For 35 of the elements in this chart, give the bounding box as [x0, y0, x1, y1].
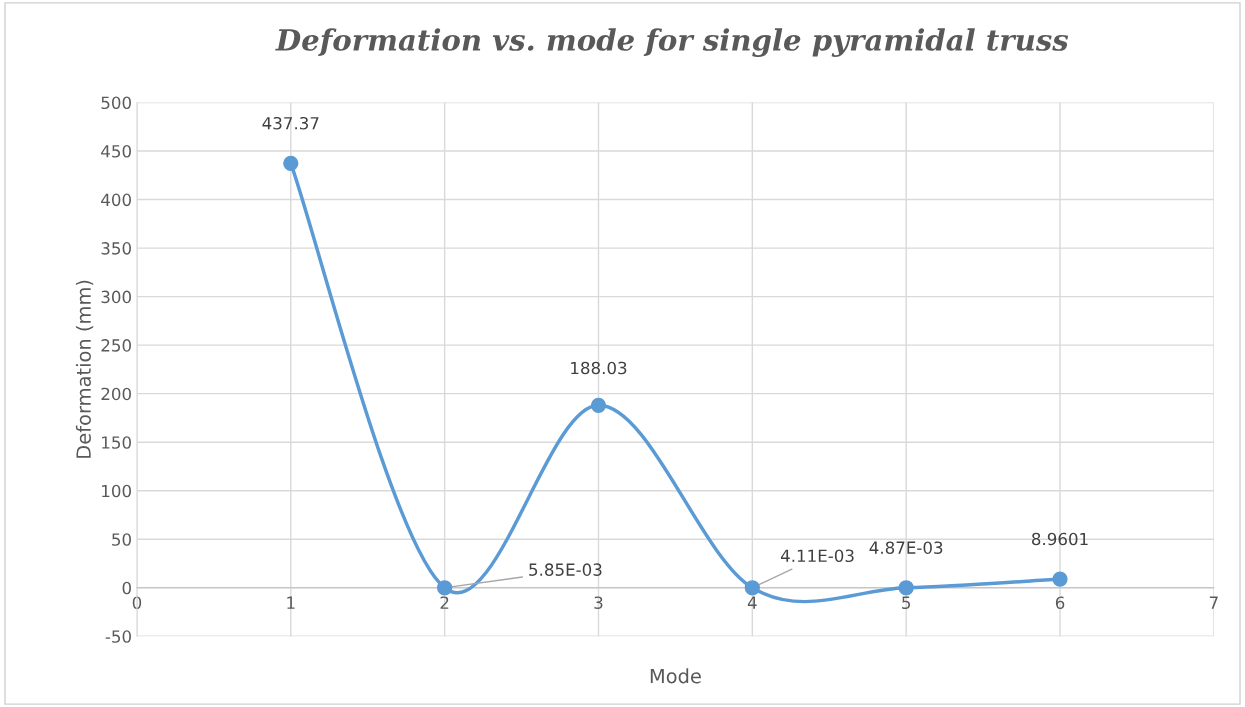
x-tick-label: 3 [594, 596, 603, 610]
data-label: 4.87E-03 [869, 541, 943, 554]
x-tick-label: 2 [440, 596, 449, 609]
x-tick-label: 5 [902, 596, 911, 610]
y-tick-label: 350 [101, 242, 131, 255]
y-tick-label: 300 [101, 290, 131, 304]
y-tick-label: 200 [101, 387, 131, 401]
point [437, 580, 453, 596]
point [1052, 571, 1068, 587]
y-tick-label: 50 [112, 533, 131, 546]
y-tick-label: -50 [105, 630, 131, 643]
y-tick-label: 250 [101, 339, 131, 352]
y-tick-label: 100 [102, 484, 131, 498]
x-axis-title: Mode [650, 668, 701, 684]
data-label: 4.11E-03 [780, 549, 854, 563]
y-tick-label: 500 [101, 96, 131, 110]
y-tick-label: 0 [122, 581, 131, 595]
point [283, 155, 299, 171]
data-label: 5.85E-03 [529, 563, 602, 576]
data-label: 8.9601 [1032, 532, 1088, 546]
x-tick-label: 7 [1209, 596, 1218, 609]
chart-title: Deformation vs. mode for single pyramidal truss [275, 28, 1069, 57]
point [898, 580, 914, 596]
y-axis-title: Deformation (mm) [75, 280, 94, 458]
data-label: 437.37 [262, 116, 319, 130]
y-tick-label: 450 [101, 145, 131, 158]
point [744, 580, 760, 596]
x-tick-label: 1 [287, 596, 295, 609]
x-tick-label: 4 [747, 596, 757, 609]
x-tick-label: 0 [132, 596, 142, 610]
y-tick-label: 400 [101, 193, 131, 207]
y-tick-label: 150 [102, 436, 131, 449]
x-tick-label: 6 [1055, 596, 1065, 610]
data-label: 188.03 [571, 361, 627, 375]
point [590, 397, 607, 413]
